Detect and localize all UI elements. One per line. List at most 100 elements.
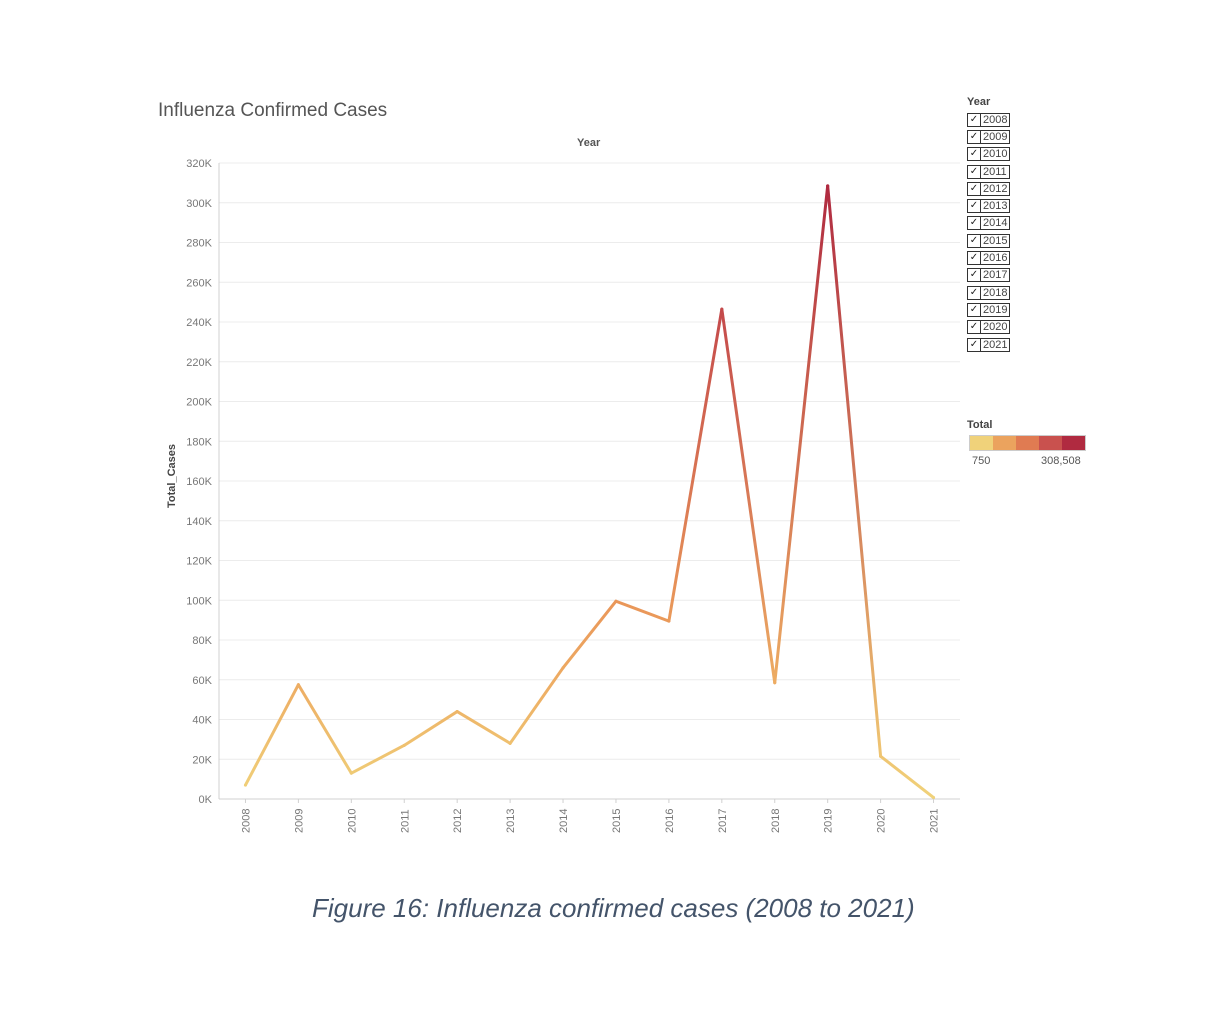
line-segment xyxy=(667,307,724,623)
y-tick-label: 120K xyxy=(186,556,212,568)
color-legend-min-label: 750 xyxy=(972,455,991,467)
checkbox-checked-icon[interactable]: ✓ xyxy=(967,199,981,214)
x-tick-label: 2020 xyxy=(876,809,888,833)
data-point xyxy=(667,619,671,623)
x-tick-label: 2018 xyxy=(770,809,782,833)
y-tick-label: 300K xyxy=(186,198,212,210)
data-point xyxy=(349,771,353,775)
checkbox-checked-icon[interactable]: ✓ xyxy=(967,302,981,317)
color-legend-max-label: 308,508 xyxy=(1041,455,1081,467)
year-filter-item[interactable]: ✓ 2016 xyxy=(967,249,1011,266)
checkbox-checked-icon[interactable]: ✓ xyxy=(967,320,981,335)
year-filter-item[interactable]: ✓ 2015 xyxy=(967,232,1011,249)
year-filter-item[interactable]: ✓ 2014 xyxy=(967,215,1011,232)
line-segment xyxy=(349,743,406,775)
y-tick-label: 320K xyxy=(186,158,212,170)
data-point xyxy=(455,710,459,714)
checkbox-checked-icon[interactable]: ✓ xyxy=(967,251,981,266)
checkbox-checked-icon[interactable]: ✓ xyxy=(967,337,981,352)
year-filter-label: 2011 xyxy=(981,164,1010,179)
color-legend-swatch xyxy=(1062,436,1085,450)
data-point xyxy=(402,743,406,747)
line-segment xyxy=(296,683,353,775)
year-filter-item[interactable]: ✓ 2009 xyxy=(967,128,1011,145)
y-tick-label: 160K xyxy=(186,476,212,488)
y-tick-label: 40K xyxy=(192,715,212,727)
x-tick-label: 2009 xyxy=(293,809,305,833)
y-tick-label: 0K xyxy=(199,794,213,806)
year-filter-label: 2017 xyxy=(981,268,1011,283)
line-segment xyxy=(773,184,830,685)
x-tick-label: 2012 xyxy=(452,809,464,833)
checkbox-checked-icon[interactable]: ✓ xyxy=(967,181,981,196)
y-axis-label: Total_Cases xyxy=(166,444,178,508)
y-tick-label: 220K xyxy=(186,357,212,369)
line-segment xyxy=(614,599,671,623)
year-filter-item[interactable]: ✓ 2008 xyxy=(967,111,1011,128)
x-tick-label: 2016 xyxy=(664,809,676,833)
year-filter-title: Year xyxy=(967,96,991,108)
year-filter-item[interactable]: ✓ 2012 xyxy=(967,180,1011,197)
color-legend-title: Total xyxy=(967,419,993,431)
data-point xyxy=(720,307,724,311)
year-filter-item[interactable]: ✓ 2021 xyxy=(967,336,1011,353)
data-point xyxy=(879,754,883,758)
year-filter-item[interactable]: ✓ 2019 xyxy=(967,301,1011,318)
x-tick-label: 2021 xyxy=(929,809,941,833)
line-segment xyxy=(826,184,883,758)
x-tick-label: 2010 xyxy=(346,809,358,833)
year-filter-label: 2013 xyxy=(981,199,1011,214)
x-axis-header: Year xyxy=(577,137,601,149)
year-filter-item[interactable]: ✓ 2017 xyxy=(967,267,1011,284)
y-tick-label: 20K xyxy=(192,754,212,766)
checkbox-checked-icon[interactable]: ✓ xyxy=(967,216,981,231)
x-tick-label: 2013 xyxy=(505,809,517,833)
x-tick-label: 2014 xyxy=(558,809,570,833)
year-filter-list: ✓ 2008 ✓ 2009 ✓ 2010 ✓ 2011 ✓ 2012 ✓ 2013 ✓ 2014 ✓ 2015… xyxy=(967,111,1011,353)
data-point xyxy=(614,599,618,603)
checkbox-checked-icon[interactable]: ✓ xyxy=(967,233,981,248)
y-tick-label: 60K xyxy=(192,675,212,687)
year-filter-label: 2009 xyxy=(981,129,1011,144)
year-filter-item[interactable]: ✓ 2020 xyxy=(967,319,1011,336)
checkbox-checked-icon[interactable]: ✓ xyxy=(967,285,981,300)
color-legend-swatch xyxy=(993,436,1016,450)
y-tick-label: 200K xyxy=(186,397,212,409)
x-tick-label: 2017 xyxy=(717,809,729,833)
data-point xyxy=(773,681,777,685)
checkbox-checked-icon[interactable]: ✓ xyxy=(967,147,981,162)
x-tick-label: 2019 xyxy=(823,809,835,833)
color-legend-swatch xyxy=(1039,436,1062,450)
year-filter-item[interactable]: ✓ 2018 xyxy=(967,284,1011,301)
data-point xyxy=(508,741,512,745)
y-tick-label: 100K xyxy=(186,595,212,607)
y-tick-label: 260K xyxy=(186,277,212,289)
y-tick-label: 80K xyxy=(192,635,212,647)
year-filter-label: 2020 xyxy=(981,320,1011,335)
data-point xyxy=(561,666,565,670)
y-tick-label: 140K xyxy=(186,516,212,528)
year-filter-item[interactable]: ✓ 2011 xyxy=(967,163,1010,180)
color-legend-swatch xyxy=(970,436,993,450)
figure-caption: Figure 16: Influenza confirmed cases (20… xyxy=(312,893,915,923)
y-tick-label: 280K xyxy=(186,238,212,250)
year-filter-item[interactable]: ✓ 2013 xyxy=(967,197,1011,214)
year-filter-label: 2014 xyxy=(981,216,1011,231)
color-legend-swatch xyxy=(1016,436,1039,450)
checkbox-checked-icon[interactable]: ✓ xyxy=(967,129,981,144)
year-filter-label: 2010 xyxy=(981,147,1011,162)
checkbox-checked-icon[interactable]: ✓ xyxy=(967,268,981,283)
year-filter-item[interactable]: ✓ 2010 xyxy=(967,146,1011,163)
year-filter-label: 2016 xyxy=(981,251,1011,266)
year-filter-label: 2021 xyxy=(981,337,1011,352)
data-point xyxy=(826,184,830,188)
checkbox-checked-icon[interactable]: ✓ xyxy=(967,112,981,127)
year-filter-label: 2018 xyxy=(981,285,1011,300)
x-tick-label: 2015 xyxy=(611,809,623,833)
data-point xyxy=(932,796,936,800)
y-tick-label: 180K xyxy=(186,436,212,448)
checkbox-checked-icon[interactable]: ✓ xyxy=(967,164,981,179)
line-segment xyxy=(455,710,512,745)
line-segment xyxy=(879,754,936,800)
